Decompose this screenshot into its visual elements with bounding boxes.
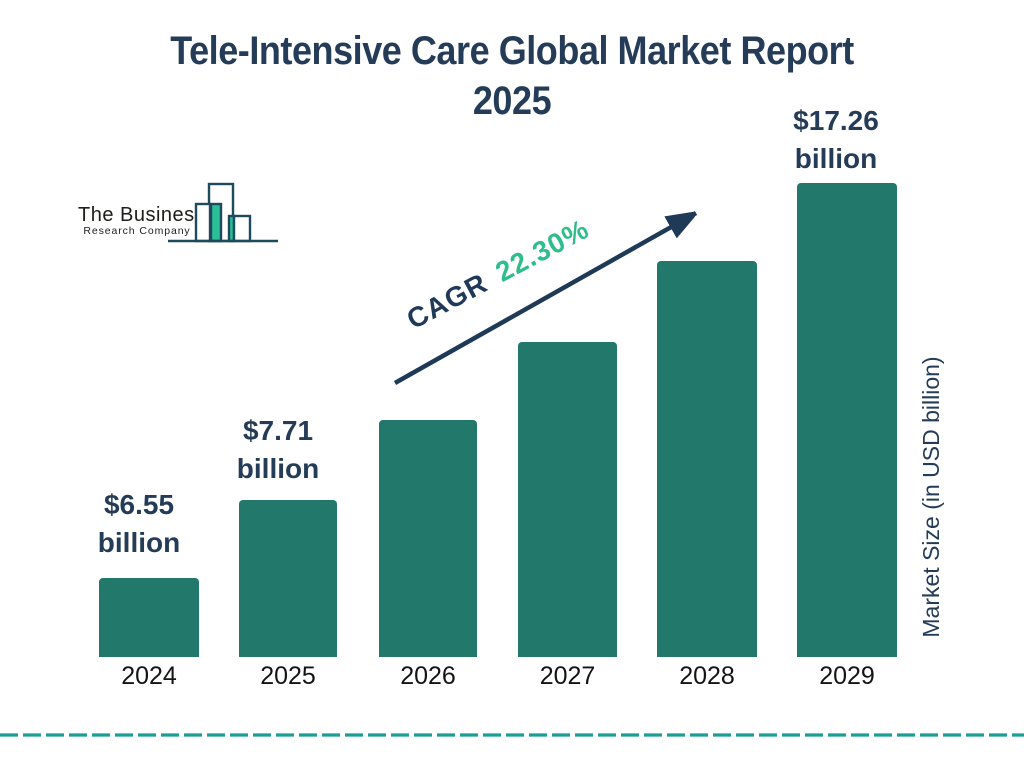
cagr-arrow	[393, 192, 720, 385]
x-tick-2026: 2026	[400, 662, 456, 690]
value-unit: billion	[236, 453, 320, 484]
bar-2027	[518, 342, 617, 657]
value-label-2029: $17.26 billion	[726, 102, 946, 178]
page-title-line2: 2025	[472, 79, 552, 123]
bar-2029	[797, 183, 897, 657]
bar-2025	[239, 500, 337, 657]
bar-2026	[379, 420, 477, 657]
value-unit: billion	[97, 527, 181, 558]
company-logo: The Business Research Company	[78, 178, 293, 248]
value-label-2024: $6.55 billion	[29, 486, 249, 562]
x-tick-2025: 2025	[260, 662, 316, 690]
bar-2028	[657, 261, 757, 657]
value-amount: $17.26	[793, 105, 879, 136]
x-tick-2024: 2024	[121, 662, 177, 690]
logo-subname: Research Company	[83, 225, 191, 237]
company-logo-text: The Business Research Company	[78, 204, 206, 237]
value-unit: billion	[794, 143, 878, 174]
value-amount: $7.71	[242, 415, 314, 446]
value-label-2025: $7.71 billion	[168, 412, 388, 488]
logo-name: The Business	[78, 204, 206, 226]
x-tick-2027: 2027	[539, 662, 596, 690]
page-title-line1: Tele-Intensive Care Global Market Report	[170, 29, 854, 73]
x-tick-2029: 2029	[819, 662, 875, 690]
x-tick-2028: 2028	[679, 662, 735, 690]
y-axis-label: Market Size (in USD billion)	[918, 356, 944, 638]
value-amount: $6.55	[103, 489, 175, 520]
logo-bars-icon	[168, 182, 278, 243]
bar-2024	[99, 578, 199, 657]
bottom-dashed-rule	[0, 733, 1024, 737]
page-title: Tele-Intensive Care Global Market Report…	[51, 26, 973, 126]
